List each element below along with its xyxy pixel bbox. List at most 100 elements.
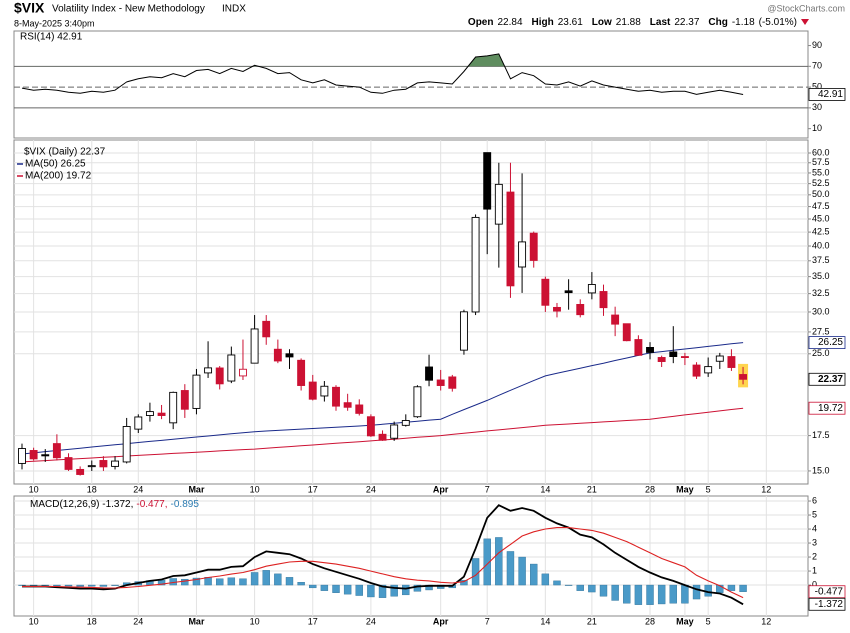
candle-body xyxy=(157,412,166,416)
y-tick-label: 0 xyxy=(812,579,817,589)
x-tick-label: Apr xyxy=(433,616,449,626)
x-tick-label: 10 xyxy=(29,484,39,494)
candle-body xyxy=(494,183,503,225)
candle-body xyxy=(506,191,515,287)
candle-body xyxy=(192,374,201,409)
candle-body xyxy=(250,328,259,364)
candle-body xyxy=(64,457,73,470)
quote-label: Open xyxy=(468,17,494,28)
candle-body xyxy=(239,368,247,377)
legend-part: -0.477, xyxy=(136,499,167,510)
histogram-bar xyxy=(285,577,294,586)
quote-value: 22.37 xyxy=(674,17,699,28)
panel-legend: RSI(14) 42.91 xyxy=(20,32,83,43)
candle-body xyxy=(657,357,666,362)
candle-body xyxy=(459,311,468,351)
candle-body xyxy=(553,306,561,312)
histogram-bar xyxy=(355,584,363,596)
x-tick-label: 28 xyxy=(645,484,655,494)
value-tag: 19.72 xyxy=(818,403,843,414)
candle-body xyxy=(308,381,317,400)
candle-body xyxy=(680,356,689,359)
histogram-bar xyxy=(611,584,619,601)
histogram-bar xyxy=(181,578,189,586)
candle-body xyxy=(622,323,631,342)
candle-body xyxy=(378,433,387,441)
histogram-bar xyxy=(599,584,608,597)
x-tick-label: Apr xyxy=(433,484,449,494)
y-tick-label: 30.0 xyxy=(812,306,830,316)
candle-body xyxy=(355,404,364,414)
value-tag-box xyxy=(808,585,846,599)
quote-label: High xyxy=(532,17,554,28)
candle-body xyxy=(715,355,724,362)
candle-body xyxy=(343,402,352,408)
quote-value: -1.18 xyxy=(732,17,755,28)
y-tick-label: 35.0 xyxy=(812,271,830,281)
histogram-bar xyxy=(99,584,108,587)
histogram-bar xyxy=(76,584,84,587)
legend-part: -0.895 xyxy=(171,499,200,510)
histogram-bar xyxy=(623,584,631,604)
x-tick-label: 18 xyxy=(87,484,97,494)
y-tick-label: 70 xyxy=(812,61,822,71)
histogram-bar xyxy=(41,584,49,586)
y-tick-label: 32.5 xyxy=(812,288,830,298)
quote-label: Last xyxy=(650,17,671,28)
x-tick-label: Mar xyxy=(188,484,205,494)
quote-label: Low xyxy=(592,17,612,28)
candle-body xyxy=(320,385,329,397)
histogram-bar xyxy=(681,584,689,604)
candle-body xyxy=(692,364,701,377)
instrument-name: Volatility Index - New Methodology xyxy=(52,4,205,15)
y-tick-label: 90 xyxy=(812,40,822,50)
candle-body xyxy=(669,351,678,358)
quote-change-pct: (-5.01%) xyxy=(759,17,797,28)
legend-entry: $VIX (Daily) 22.37 xyxy=(24,147,106,158)
candle-body xyxy=(134,416,143,430)
candle-body xyxy=(111,460,119,467)
macd-panel xyxy=(13,495,809,617)
y-tick-label: 15.0 xyxy=(812,465,830,475)
candle-body xyxy=(332,386,340,407)
candle-body xyxy=(634,339,643,356)
candle-body xyxy=(285,353,294,358)
histogram-bar xyxy=(576,584,584,591)
histogram-bar xyxy=(553,580,561,586)
symbol: $VIX xyxy=(14,0,45,16)
histogram-bar xyxy=(88,584,96,587)
histogram-bar xyxy=(262,570,270,586)
candle-body xyxy=(576,304,585,316)
candle-body xyxy=(518,241,527,268)
candle-body xyxy=(611,314,620,325)
candle-body xyxy=(425,366,433,381)
y-tick-label: 50.0 xyxy=(812,189,830,199)
x-tick-label: 10 xyxy=(250,484,260,494)
y-tick-label: 52.5 xyxy=(812,178,830,188)
value-tag: 26.25 xyxy=(818,337,843,348)
quote-value: 21.88 xyxy=(616,17,641,28)
histogram-bar xyxy=(239,578,247,586)
candle-body xyxy=(587,284,596,294)
quote-value: 22.84 xyxy=(497,17,522,28)
y-tick-label: 30 xyxy=(812,102,822,112)
x-tick-label: 17 xyxy=(308,616,318,626)
candle-body xyxy=(401,420,410,426)
candle-body xyxy=(727,356,736,368)
value-tag: -1.372 xyxy=(815,599,844,610)
histogram-bar xyxy=(297,582,305,586)
y-tick-label: 47.5 xyxy=(812,201,830,211)
candle-body xyxy=(413,386,422,418)
y-tick-label: 17.5 xyxy=(812,430,830,440)
candle-body xyxy=(471,216,480,313)
candle-body xyxy=(18,448,26,464)
y-tick-label: 45.0 xyxy=(812,213,830,223)
candle-body xyxy=(448,376,457,389)
y-tick-label: 25.0 xyxy=(812,348,830,358)
candle-body xyxy=(366,416,375,437)
x-tick-label: 14 xyxy=(540,616,550,626)
x-tick-label: 14 xyxy=(540,484,550,494)
histogram-bar xyxy=(18,584,26,586)
x-tick-label: 17 xyxy=(308,484,318,494)
histogram-bar xyxy=(216,578,224,586)
